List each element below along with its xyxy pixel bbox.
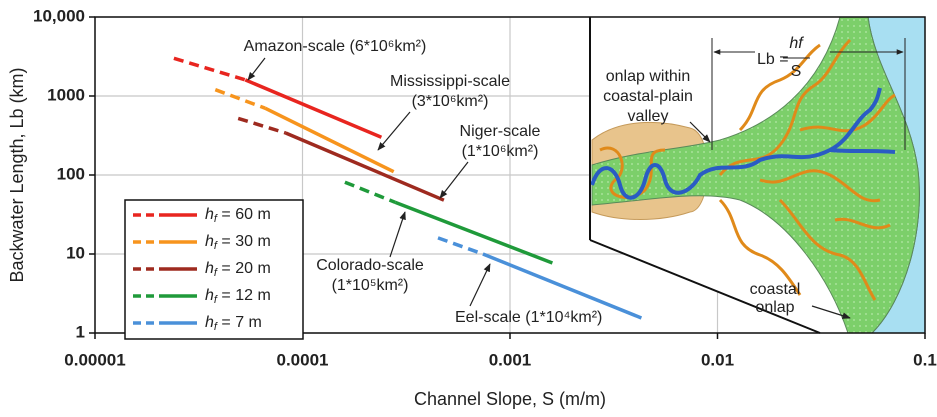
- legend-label: hf = 20 m: [205, 260, 271, 279]
- x-tick-label: 0.001: [489, 350, 532, 369]
- annotation: Amazon-scale (6*10⁶km²): [244, 38, 427, 55]
- y-axis-title: Backwater Length, Lb (km): [7, 67, 27, 282]
- line-dashed-segment: [437, 236, 484, 256]
- x-tick-label: 0.0001: [277, 350, 329, 369]
- plot-frame: [94, 16, 926, 334]
- legend-label: hf = 60 m: [205, 206, 271, 225]
- legend: hf = 60 m hf = 30 m hf = 20 m hf = 12 m hf =…: [124, 199, 304, 340]
- y-tick-label: 10,000: [33, 6, 85, 25]
- annotation: S: [791, 63, 802, 80]
- annotation-arrow: [389, 211, 406, 258]
- legend-label: hf = 7 m: [205, 314, 262, 333]
- line-solid-segment: [394, 200, 554, 265]
- y-tick-label: 100: [57, 164, 85, 183]
- line-solid-segment: [264, 106, 395, 174]
- annotation: coastal-plain: [603, 88, 693, 105]
- line-dashed-segment: [344, 180, 396, 205]
- annotation: (1*10⁵km²): [332, 277, 409, 294]
- y-tick-label: 10: [66, 243, 85, 262]
- annotation: Colorado-scale: [316, 257, 424, 274]
- annotation-arrow: [689, 121, 711, 143]
- annotation: Lb =: [757, 51, 789, 68]
- line-solid-segment: [285, 131, 445, 202]
- annotation-arrow: [811, 305, 851, 319]
- x-axis-title: Channel Slope, S (m/m): [414, 389, 606, 409]
- annotation: Mississippi-scale: [390, 73, 510, 90]
- annotation: (1*10⁶km²): [462, 143, 539, 160]
- line-solid-segment: [482, 252, 643, 320]
- x-tick-label: 0.1: [913, 350, 937, 369]
- legend-label: hf = 30 m: [205, 233, 271, 252]
- annotation-arrow: [469, 263, 491, 307]
- line-dashed-segment: [237, 116, 287, 135]
- line-dashed-segment: [173, 56, 246, 82]
- annotation-arrow: [377, 111, 411, 151]
- x-tick-label: 0.01: [701, 350, 734, 369]
- annotation: coastal: [750, 281, 801, 298]
- main-channel: [590, 87, 896, 200]
- plot-area: [89, 16, 926, 339]
- annotation: Eel-scale (1*10⁴km²): [455, 309, 602, 326]
- annotation: (3*10⁶km²): [412, 93, 489, 110]
- inset-diagram: [589, 16, 926, 334]
- legend-box: [124, 199, 304, 340]
- y-tick-label: 1000: [47, 85, 85, 104]
- inset-border: [589, 239, 821, 334]
- y-tick-label: 1: [76, 322, 85, 341]
- annotation-arrow: [247, 57, 266, 81]
- annotation-arrow: [439, 161, 469, 199]
- annotation: Niger-scale: [460, 123, 541, 140]
- legend-label: hf = 12 m: [205, 287, 271, 306]
- line-solid-segment: [244, 78, 383, 139]
- annotation: hf: [789, 35, 804, 52]
- annotation: onlap within: [606, 68, 691, 85]
- annotation: onlap: [755, 299, 794, 316]
- annotation: valley: [628, 108, 669, 125]
- distributary-channels: [599, 38, 896, 301]
- line-dashed-segment: [214, 88, 266, 110]
- x-tick-label: 0.00001: [64, 350, 125, 369]
